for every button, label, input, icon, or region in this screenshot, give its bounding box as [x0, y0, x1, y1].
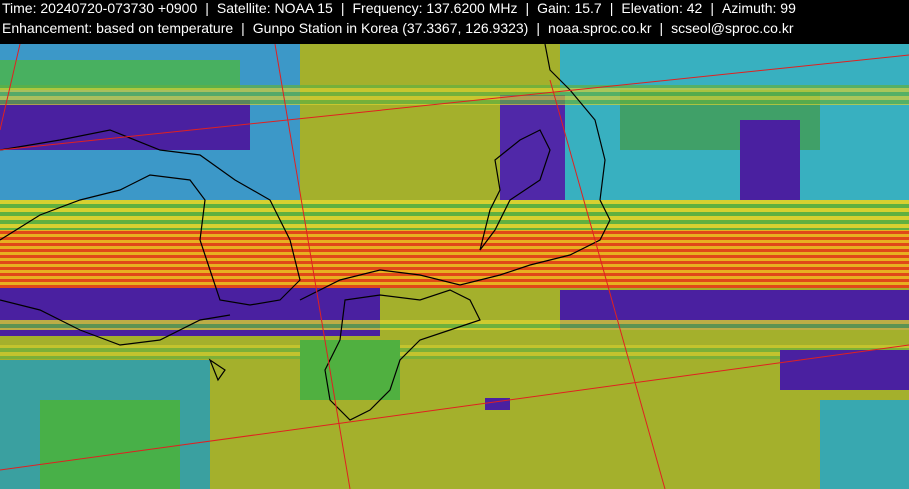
separator: |: [609, 0, 614, 16]
cloud-field: [0, 44, 909, 489]
info-field: Gain: 15.7: [537, 0, 602, 16]
separator: |: [536, 20, 540, 36]
separator: |: [205, 0, 209, 16]
satellite-image: [0, 44, 909, 489]
info-field: Gunpo Station in Korea (37.3367, 126.932…: [252, 20, 529, 36]
info-field: Enhancement: based on temperature: [2, 20, 234, 36]
info-header: Time: 20240720-073730 +0900 | Satellite: N…: [0, 0, 909, 44]
info-line: Time: 20240720-073730 +0900 | Satellite: N…: [2, 0, 796, 18]
separator: |: [659, 20, 664, 36]
info-field: Time: 20240720-073730 +0900: [2, 0, 198, 16]
info-field: scseol@sproc.co.kr: [671, 20, 794, 36]
separator: |: [525, 0, 530, 16]
info-field: Azimuth: 99: [721, 0, 796, 16]
info-field: Frequency: 137.6200 MHz: [352, 0, 518, 16]
info-field: Elevation: 42: [621, 0, 703, 16]
coastline: [0, 44, 611, 421]
separator: |: [241, 20, 245, 36]
info-line: Enhancement: based on temperature | Gunpo …: [2, 18, 793, 38]
graticule: [0, 44, 909, 489]
separator: |: [710, 0, 714, 16]
separator: |: [340, 0, 345, 16]
info-field: noaa.sproc.co.kr: [547, 20, 652, 36]
info-field: Satellite: NOAA 15: [216, 0, 333, 16]
